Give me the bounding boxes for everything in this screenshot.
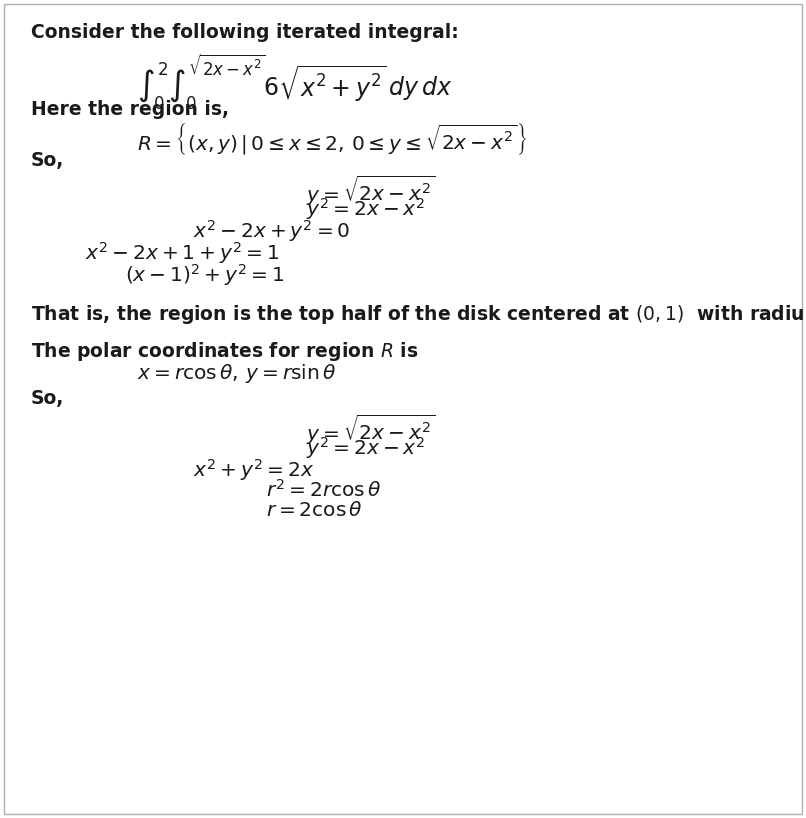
Text: Consider the following iterated integral:: Consider the following iterated integral… <box>31 23 459 42</box>
Text: $y^2 = 2x - x^2$: $y^2 = 2x - x^2$ <box>306 196 426 222</box>
Text: $x^2 + y^2 = 2x$: $x^2 + y^2 = 2x$ <box>193 457 315 483</box>
Text: Here the region is,: Here the region is, <box>31 100 229 119</box>
Text: $y = \sqrt{2x - x^2}$: $y = \sqrt{2x - x^2}$ <box>306 174 435 209</box>
Text: $x^2 - 2x + y^2 = 0$: $x^2 - 2x + y^2 = 0$ <box>193 218 351 245</box>
Text: $r = 2\cos\theta$: $r = 2\cos\theta$ <box>266 501 363 520</box>
Text: $y = \sqrt{2x - x^2}$: $y = \sqrt{2x - x^2}$ <box>306 413 435 447</box>
Text: $x^2 - 2x + 1 + y^2 = 1$: $x^2 - 2x + 1 + y^2 = 1$ <box>85 240 279 267</box>
Text: $\int_0^2 \int_0^{\sqrt{2x-x^2}} 6\sqrt{x^2+y^2}\, dy\, dx$: $\int_0^2 \int_0^{\sqrt{2x-x^2}} 6\sqrt{… <box>137 53 452 112</box>
Text: $R = \left\{(x,y)\,|\, 0 \leq x \leq 2,\, 0 \leq y \leq \sqrt{2x-x^2}\right\}$: $R = \left\{(x,y)\,|\, 0 \leq x \leq 2,\… <box>137 122 527 157</box>
Text: That is, the region is the top half of the disk centered at $(0,1)$  with radius: That is, the region is the top half of t… <box>31 303 806 326</box>
Text: $y^2 = 2x - x^2$: $y^2 = 2x - x^2$ <box>306 435 426 461</box>
Text: So,: So, <box>31 151 64 170</box>
FancyBboxPatch shape <box>4 4 802 814</box>
Text: $x = r\cos\theta,\, y = r\sin\theta$: $x = r\cos\theta,\, y = r\sin\theta$ <box>137 362 336 384</box>
Text: $(x-1)^2 + y^2 = 1$: $(x-1)^2 + y^2 = 1$ <box>125 263 285 289</box>
Text: So,: So, <box>31 389 64 407</box>
Text: $r^2 = 2r\cos\theta$: $r^2 = 2r\cos\theta$ <box>266 479 381 501</box>
Text: The polar coordinates for region $R$ is: The polar coordinates for region $R$ is <box>31 340 418 363</box>
